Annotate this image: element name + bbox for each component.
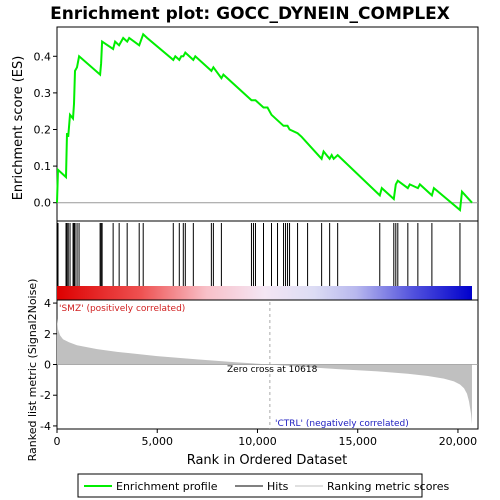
- metric-y-axis-label: Ranked list metric (Signal2Noise): [26, 279, 39, 462]
- x-tick-label: 10,000: [238, 435, 277, 448]
- metric-y-tick-label: 2: [44, 328, 51, 341]
- ranking-heatmap-bar: [57, 286, 472, 300]
- chart-title: Enrichment plot: GOCC_DYNEIN_COMPLEX: [50, 4, 450, 24]
- es-panel-frame: [56, 26, 479, 222]
- metric-y-tick-label: 4: [44, 297, 51, 310]
- x-axis-label: Rank in Ordered Dataset: [187, 453, 348, 468]
- es-y-tick-label: 0.0: [34, 197, 52, 210]
- legend-hits-label: Hits: [267, 480, 289, 493]
- enrichment-profile-line: [56, 32, 473, 212]
- x-tick-label: 20,000: [439, 435, 478, 448]
- es-y-tick-label: 0.3: [34, 87, 52, 100]
- metric-y-tick-label: -4: [40, 420, 51, 433]
- es-y-tick-label: 0.1: [34, 160, 52, 173]
- x-tick-label: 15,000: [338, 435, 377, 448]
- negative-correlation-label: 'CTRL' (negatively correlated): [275, 419, 409, 429]
- hits-marks: [57, 223, 461, 286]
- es-y-axis-label: Enrichment score (ES): [11, 56, 26, 201]
- es-y-axis: 0.0 0.1 0.2 0.3 0.4: [34, 50, 57, 210]
- x-axis: 0 5,000 10,000 15,000 20,000: [54, 429, 478, 448]
- legend-metric-label: Ranking metric scores: [327, 480, 449, 493]
- metric-y-tick-label: 0: [44, 359, 51, 372]
- positive-correlation-label: 'SMZ' (positively correlated): [59, 304, 185, 314]
- legend-enrichment-label: Enrichment profile: [116, 480, 218, 493]
- x-tick-label: 5,000: [141, 435, 173, 448]
- metric-y-axis: -4 -2 0 2 4: [40, 297, 57, 433]
- ranking-metric-area: [57, 318, 472, 425]
- es-y-tick-label: 0.4: [34, 50, 52, 63]
- x-tick-label: 0: [54, 435, 61, 448]
- zero-cross-label: Zero cross at 10618: [227, 365, 318, 375]
- es-y-tick-label: 0.2: [34, 123, 52, 136]
- metric-y-tick-label: -2: [40, 389, 51, 402]
